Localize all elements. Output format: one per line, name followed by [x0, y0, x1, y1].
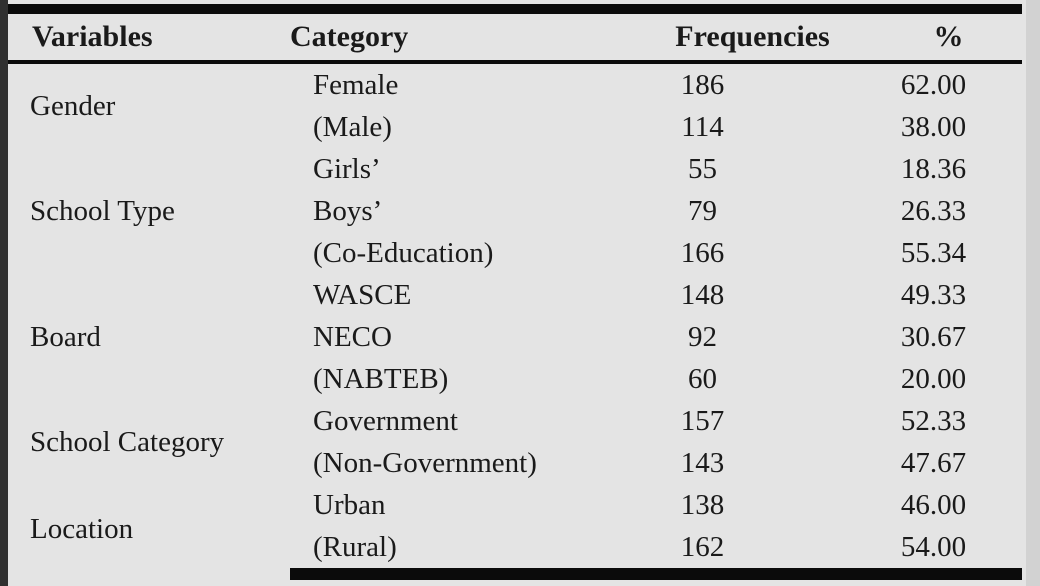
percent-cell: 47.67 — [900, 446, 967, 479]
frequency-cell: 114 — [681, 110, 724, 143]
category-cell: WASCE — [313, 278, 412, 311]
variable-cell-school-type: School Type — [30, 194, 175, 227]
col-header-category: Category — [290, 9, 560, 64]
col-header-frequencies: Frequencies — [560, 9, 845, 64]
category-cell: (Rural) — [290, 526, 560, 580]
frequency-cell: 138 — [680, 488, 725, 521]
table-row: Gender Female 186 62.00 — [8, 62, 1022, 122]
frequency-cell: 162 — [560, 526, 845, 580]
category-cell: Female — [313, 68, 399, 101]
table-row: (Co-Education) 166 55.34 — [8, 232, 1022, 274]
table-row: NECO 92 30.67 — [8, 316, 1022, 358]
table-row: Location Urban 138 46.00 — [8, 484, 1022, 545]
table-header: Variables Category Frequencies % — [8, 9, 1022, 64]
frequency-cell: 60 — [688, 362, 717, 395]
scan-edge-left — [0, 0, 8, 586]
table-row: School Type Girls’ 55 18.36 — [8, 148, 1022, 227]
demographics-frequency-table: Variables Category Frequencies % Gender … — [8, 4, 1022, 580]
frequency-cell: 92 — [688, 320, 717, 353]
category-cell: Girls’ — [313, 152, 381, 185]
category-cell: (NABTEB) — [313, 362, 449, 395]
category-cell: NECO — [313, 320, 392, 353]
table-row: (Non-Government) 143 47.67 — [8, 442, 1022, 484]
table-row: (Rural) 162 54.00 — [8, 526, 1022, 580]
col-header-variables: Variables — [8, 9, 290, 64]
percent-cell: 55.34 — [900, 236, 967, 269]
frequency-cell: 143 — [680, 446, 725, 479]
table-body: Gender Female 186 62.00 (Male) 114 38.00… — [8, 62, 1022, 580]
category-cell: Boys’ — [313, 194, 383, 227]
frequency-cell: 157 — [680, 404, 725, 437]
category-cell: (Non-Government) — [313, 446, 537, 479]
page-right-margin — [1026, 0, 1040, 586]
percent-cell: 26.33 — [900, 194, 967, 227]
percent-cell: 54.00 — [845, 526, 1022, 580]
frequency-cell: 148 — [680, 278, 725, 311]
category-cell: (Co-Education) — [313, 236, 494, 269]
frequency-cell: 186 — [680, 68, 725, 101]
table-row: (Male) 114 38.00 — [8, 106, 1022, 148]
category-cell: Government — [313, 404, 458, 437]
header-row: Variables Category Frequencies % — [8, 9, 1022, 64]
table-row: School Category Government 157 52.33 — [8, 400, 1022, 458]
col-header-percent: % — [845, 9, 1022, 64]
table-row: Boys’ 79 26.33 — [8, 190, 1022, 232]
percent-cell: 62.00 — [900, 68, 967, 101]
percent-cell: 52.33 — [900, 404, 967, 437]
variable-cell-gender: Gender — [30, 89, 116, 122]
frequency-cell: 79 — [688, 194, 717, 227]
variable-cell-school-category: School Category — [30, 425, 225, 458]
percent-cell: 20.00 — [900, 362, 967, 395]
frequency-cell: 55 — [688, 152, 717, 185]
variable-cell-location: Location — [30, 512, 134, 545]
percent-cell: 38.00 — [900, 110, 967, 143]
category-cell: (Male) — [313, 110, 392, 143]
category-cell: Urban — [313, 488, 386, 521]
percent-cell: 30.67 — [900, 320, 967, 353]
variable-cell-board: Board — [30, 320, 101, 353]
table-row: Board WASCE 148 49.33 — [8, 274, 1022, 353]
percent-cell: 18.36 — [900, 152, 967, 185]
percent-cell: 49.33 — [900, 278, 967, 311]
frequency-cell: 166 — [680, 236, 725, 269]
percent-cell: 46.00 — [900, 488, 967, 521]
table-row: (NABTEB) 60 20.00 — [8, 358, 1022, 400]
